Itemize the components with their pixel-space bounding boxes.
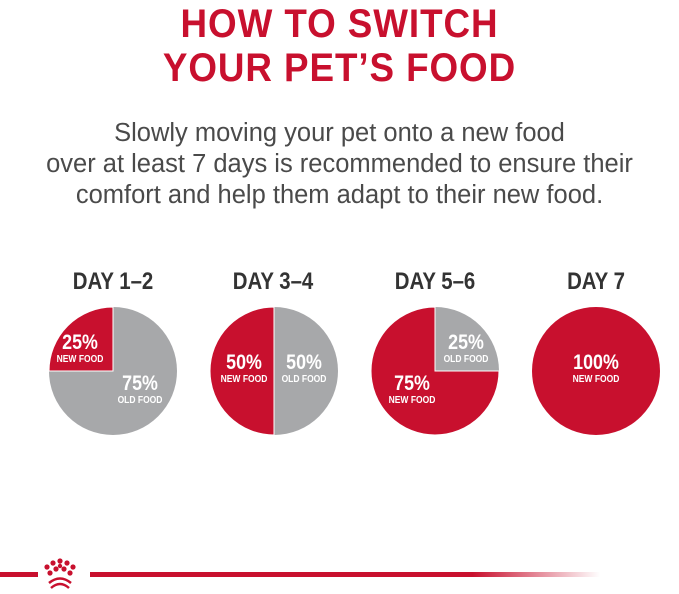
footer-line-right	[90, 572, 600, 577]
pie-chart-day-1-2	[48, 306, 177, 435]
pie-chart-day-7	[532, 307, 660, 435]
intro-line-3: comfort and help them adapt to their new…	[75, 181, 604, 209]
title-line-1: HOW TO SWITCH	[180, 2, 499, 46]
new-food-slice	[48, 306, 114, 372]
new-food-label-3: 75% NEW FOOD	[388, 372, 436, 407]
day-label-4: DAY 7	[567, 268, 625, 295]
royal-canin-crown-icon	[44, 558, 76, 589]
title-line-2: YOUR PET’S FOOD	[162, 46, 517, 90]
day-label-2: DAY 3–4	[232, 268, 314, 295]
old-food-label-3: 25% OLD FOOD	[443, 331, 489, 366]
pie-chart-day-3-4	[209, 306, 338, 436]
old-food-label-2: 50% OLD FOOD	[281, 351, 327, 386]
intro-line-2: over at least 7 days is recommended to e…	[46, 150, 633, 178]
pie-chart-day-5-6	[370, 306, 500, 436]
old-food-label-1: 75% OLD FOOD	[117, 372, 163, 407]
new-food-slice	[209, 306, 275, 436]
day-label-1: DAY 1–2	[72, 268, 154, 295]
new-food-slice	[532, 307, 660, 435]
new-food-label-1: 25% NEW FOOD	[56, 331, 104, 366]
new-food-label-2: 50% NEW FOOD	[220, 351, 268, 386]
day-label-3: DAY 5–6	[394, 268, 476, 295]
new-food-label-4: 100% NEW FOOD	[572, 351, 620, 386]
new-food-slice	[370, 306, 500, 436]
intro-line-1: Slowly moving your pet onto a new food	[114, 119, 565, 147]
intro-text: Slowly moving your pet onto a new food o…	[0, 118, 679, 211]
footer-line-left	[0, 572, 38, 577]
